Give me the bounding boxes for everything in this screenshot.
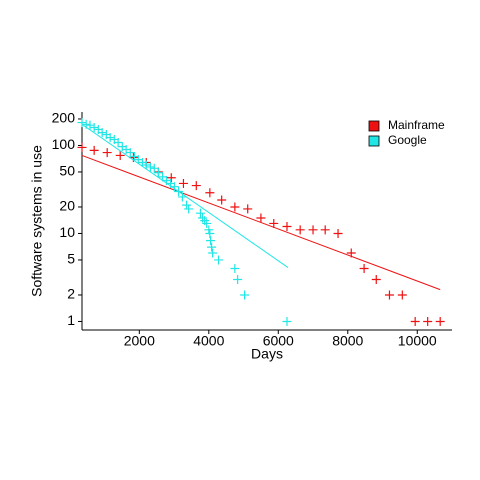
legend-swatch	[368, 120, 380, 132]
point	[256, 213, 266, 223]
point	[102, 148, 112, 158]
point	[184, 204, 194, 214]
x-tick-label: 8000	[332, 333, 363, 349]
y-tick-label: 5	[67, 251, 75, 267]
point	[233, 274, 243, 284]
point	[178, 178, 188, 188]
point	[153, 168, 163, 178]
point	[113, 138, 123, 148]
point	[410, 316, 420, 326]
y-tick-label: 20	[59, 198, 75, 214]
legend-label: Google	[388, 133, 427, 147]
point	[282, 221, 292, 231]
point	[214, 255, 224, 265]
point	[346, 248, 356, 258]
point	[85, 120, 95, 130]
point	[205, 228, 215, 238]
point	[295, 225, 305, 235]
point	[195, 208, 205, 218]
x-axis-label: Days	[251, 346, 283, 362]
point	[145, 162, 155, 172]
point	[320, 225, 330, 235]
point	[202, 218, 212, 228]
point	[141, 160, 151, 170]
y-tick-label: 50	[59, 163, 75, 179]
point	[308, 225, 318, 235]
point	[282, 316, 292, 326]
x-tick-label: 10000	[398, 333, 437, 349]
point	[230, 263, 240, 273]
y-tick-label: 2	[67, 286, 75, 302]
point	[174, 186, 184, 196]
point	[205, 188, 215, 198]
point	[384, 290, 394, 300]
point	[243, 204, 253, 214]
trend-line	[81, 123, 289, 268]
point	[105, 133, 115, 143]
point	[115, 150, 125, 160]
y-tick-label: 100	[52, 136, 76, 152]
point	[217, 195, 227, 205]
point	[359, 263, 369, 273]
y-tick-label: 10	[59, 224, 75, 240]
point	[77, 142, 87, 152]
point	[207, 242, 217, 252]
point	[149, 163, 159, 173]
point	[206, 236, 216, 246]
point	[166, 173, 176, 183]
x-tick-label: 6000	[263, 333, 294, 349]
point	[158, 172, 168, 182]
point	[269, 218, 279, 228]
point	[89, 122, 99, 132]
point	[371, 274, 381, 284]
point	[240, 290, 250, 300]
point	[208, 248, 218, 258]
legend-label: Mainframe	[388, 118, 445, 132]
point	[435, 316, 445, 326]
trend-line	[81, 154, 441, 291]
point	[169, 182, 179, 192]
point	[204, 225, 214, 235]
point	[182, 200, 192, 210]
point	[230, 202, 240, 212]
x-tick-label: 4000	[193, 333, 224, 349]
x-tick-label: 2000	[124, 333, 155, 349]
point	[89, 145, 99, 155]
point	[177, 192, 187, 202]
y-tick-label: 200	[52, 110, 76, 126]
point	[423, 316, 433, 326]
point	[333, 228, 343, 238]
point	[77, 118, 87, 128]
point	[97, 128, 107, 138]
y-tick-label: 1	[67, 312, 75, 328]
legend-swatch	[368, 135, 380, 147]
point	[397, 290, 407, 300]
point	[125, 148, 135, 158]
y-axis-label: Software systems in use	[29, 145, 45, 297]
point	[81, 119, 91, 129]
point	[191, 181, 201, 191]
